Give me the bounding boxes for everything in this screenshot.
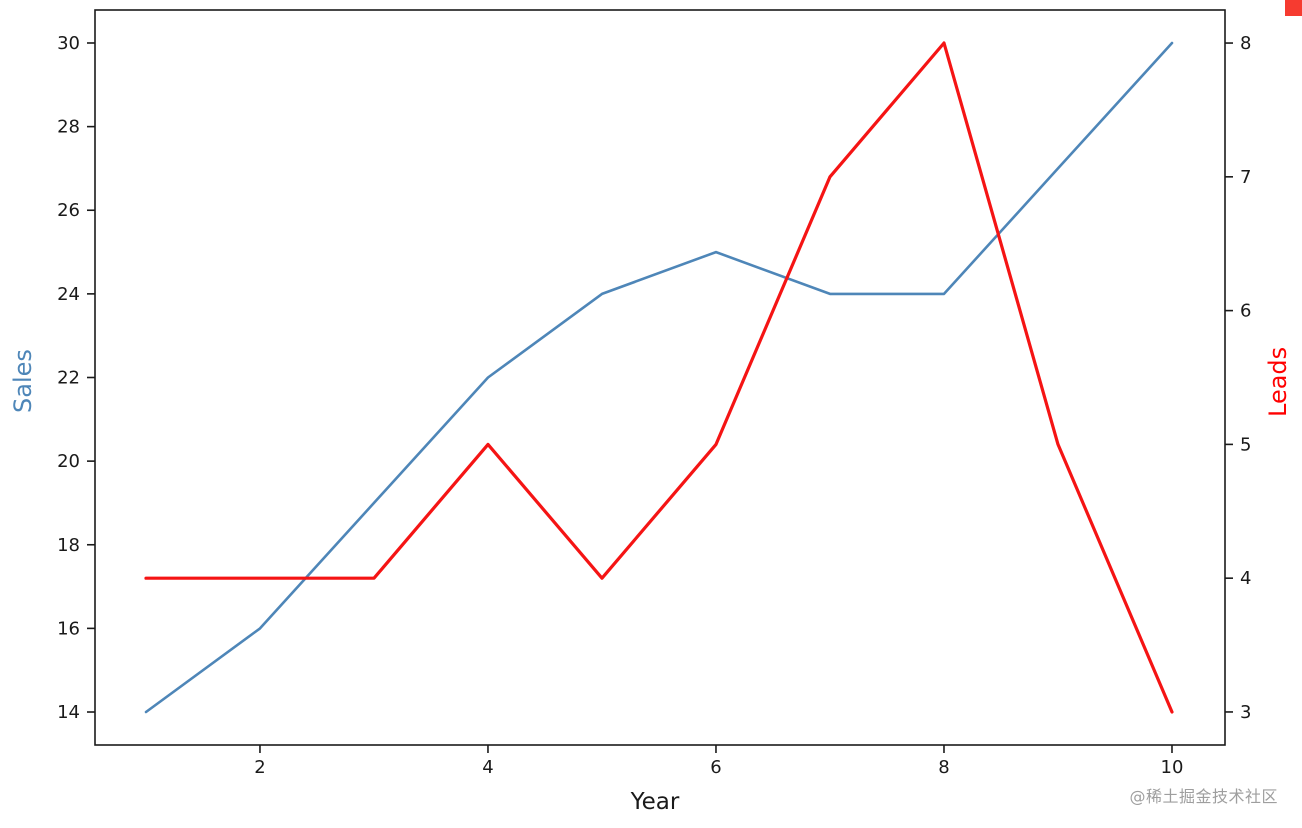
left-y-tick-label: 30	[57, 33, 80, 54]
x-tick-label: 6	[710, 757, 721, 778]
sales-axis-label: Sales	[9, 349, 37, 413]
left-y-tick-label: 28	[57, 117, 80, 138]
right-y-tick-label: 8	[1240, 33, 1251, 54]
right-y-tick-label: 4	[1240, 568, 1251, 589]
left-y-tick-label: 18	[57, 535, 80, 556]
leads-line	[144, 41, 1174, 714]
left-y-tick-label: 26	[57, 200, 80, 221]
left-y-tick-label: 14	[57, 702, 80, 723]
left-y-tick-label: 20	[57, 451, 80, 472]
right-y-tick-label: 7	[1240, 167, 1251, 188]
left-y-tick-label: 16	[57, 618, 80, 639]
x-axis-label: Year	[630, 789, 680, 815]
left-y-tick-label: 22	[57, 368, 80, 389]
right-y-tick-label: 3	[1240, 702, 1251, 723]
watermark-text: @稀土掘金技术社区	[1129, 787, 1278, 806]
x-tick-label: 10	[1161, 757, 1184, 778]
left-y-tick-label: 24	[57, 284, 80, 305]
right-y-tick-label: 6	[1240, 301, 1251, 322]
x-tick-label: 8	[938, 757, 949, 778]
right-y-tick-label: 5	[1240, 434, 1251, 455]
x-tick-label: 4	[482, 757, 493, 778]
plot-border	[94, 9, 1226, 746]
x-tick-label: 2	[254, 757, 265, 778]
corner-badge	[1285, 0, 1302, 16]
sales-line	[144, 41, 1174, 714]
leads-axis-label: Leads	[1264, 346, 1292, 417]
